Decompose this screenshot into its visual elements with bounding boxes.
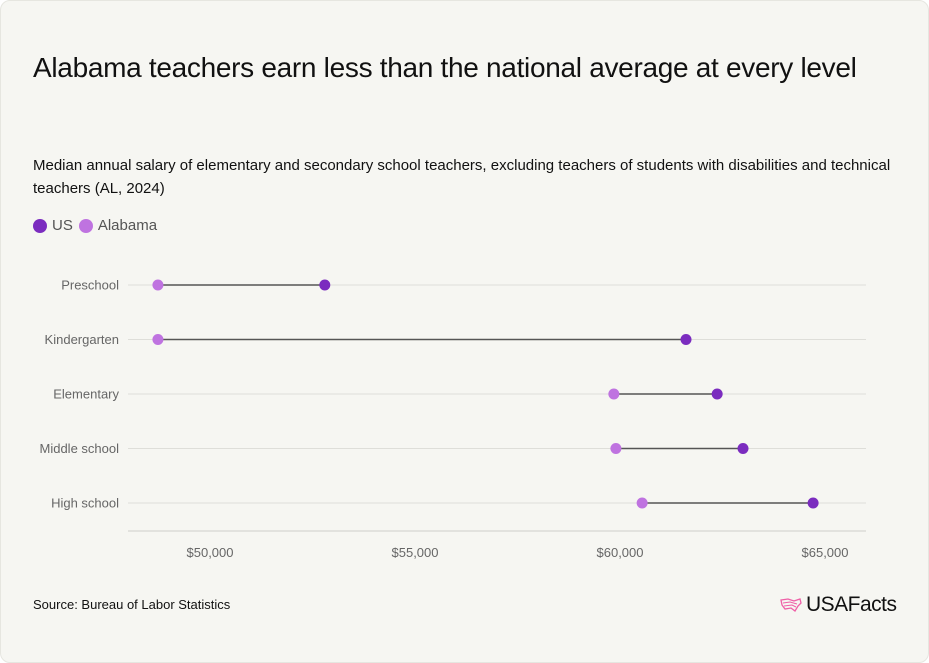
category-label: Kindergarten	[45, 332, 119, 347]
us-point	[807, 497, 819, 509]
x-tick-label: $65,000	[802, 545, 849, 560]
alabama-point	[152, 279, 164, 291]
alabama-point	[152, 334, 164, 345]
usafacts-logo: USAFacts	[780, 593, 897, 617]
x-tick-label: $55,000	[392, 545, 439, 560]
category-label: Elementary	[53, 387, 119, 402]
legend-alabama-marker	[78, 218, 93, 233]
category-label: Middle school	[40, 441, 120, 456]
us-map-icon	[780, 598, 802, 612]
chart-title: Alabama teachers earn less than the nati…	[33, 52, 857, 83]
legend-us-marker	[33, 218, 47, 233]
source-note: Source: Bureau of Labor Statistics	[33, 597, 231, 612]
us-point	[711, 388, 723, 400]
us-point	[319, 279, 331, 291]
x-tick-label: $50,000	[187, 545, 234, 560]
legend-alabama-label: Alabama	[97, 217, 158, 234]
legend-item-us: US	[33, 217, 73, 234]
legend: US Alabama	[33, 217, 163, 234]
logo-text: USAFacts	[806, 593, 897, 616]
alabama-point	[608, 388, 620, 400]
category-label: High school	[51, 496, 119, 511]
alabama-point	[636, 497, 648, 509]
us-point	[680, 334, 692, 345]
legend-us-label: US	[52, 217, 73, 234]
alabama-point	[610, 443, 622, 454]
x-tick-label: $60,000	[597, 545, 644, 560]
us-point	[737, 443, 749, 454]
category-label: Preschool	[61, 278, 119, 293]
legend-item-alabama: Alabama	[78, 217, 158, 234]
chart-subtitle: Median annual salary of elementary and s…	[33, 157, 891, 197]
